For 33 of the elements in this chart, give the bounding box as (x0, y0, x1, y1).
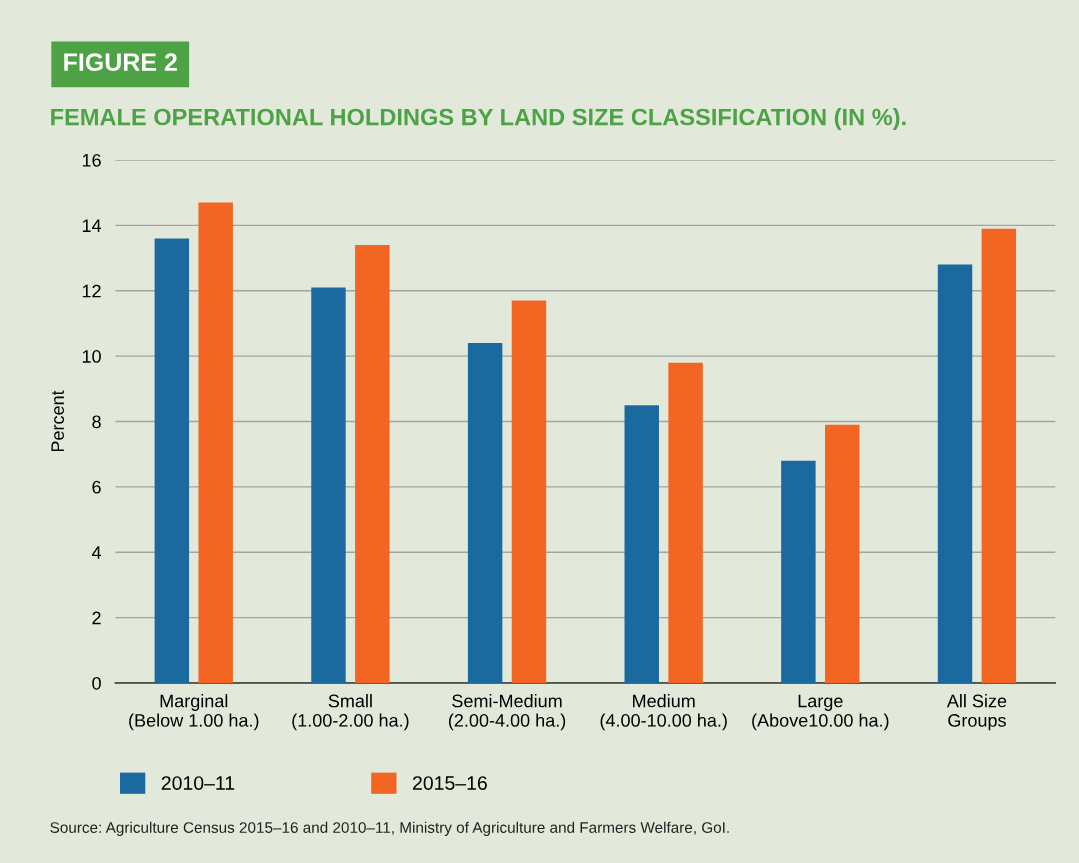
bar (311, 287, 346, 683)
y-tick-label: 8 (92, 415, 101, 429)
y-tick-label: 0 (92, 676, 101, 690)
y-tick-label: 16 (82, 153, 101, 167)
y-axis-title: Percent (51, 390, 65, 452)
bar (825, 424, 860, 683)
y-tick-label: 10 (82, 350, 101, 363)
x-tick-label: Medium (4.00-10.00 ha.) (600, 694, 727, 731)
bar (154, 238, 190, 683)
x-tick-label: Marginal (Below 1.00 ha.) (129, 694, 259, 731)
bar (355, 244, 390, 683)
bar (937, 264, 973, 683)
legend-label: 2015–16 (413, 776, 487, 790)
legend-label: 2010–11 (161, 776, 235, 790)
bar (781, 460, 816, 683)
caption: FIGURE 2 (64, 53, 177, 72)
x-tick-label: All Size Groups (946, 694, 1007, 731)
bar (467, 343, 503, 683)
x-tick-label: Large (Above10.00 ha.) (752, 694, 889, 731)
y-tick-label: 6 (92, 480, 101, 494)
y-tick-label: 12 (82, 284, 101, 298)
y-tick-label: 14 (82, 219, 102, 232)
bar (981, 228, 1017, 683)
bar (511, 300, 547, 683)
x-tick-label: Semi-Medium (2.00-4.00 ha.) (448, 694, 566, 731)
x-tick-label: Small (1.00-2.00 ha.) (292, 694, 409, 731)
source-note: Source: Agriculture Census 2015–16 and 2010–11, Ministry of Agriculture and Farmers Welfare, GoI. (50, 821, 729, 836)
bar (198, 202, 233, 683)
bar (624, 405, 659, 683)
bar (668, 362, 703, 683)
y-tick-label: 2 (92, 611, 101, 625)
y-tick-label: 4 (91, 546, 102, 559)
chart-title: FEMALE OPERATIONAL HOLDINGS BY LAND SIZE CLASSIFICATION (IN %). (51, 108, 906, 131)
